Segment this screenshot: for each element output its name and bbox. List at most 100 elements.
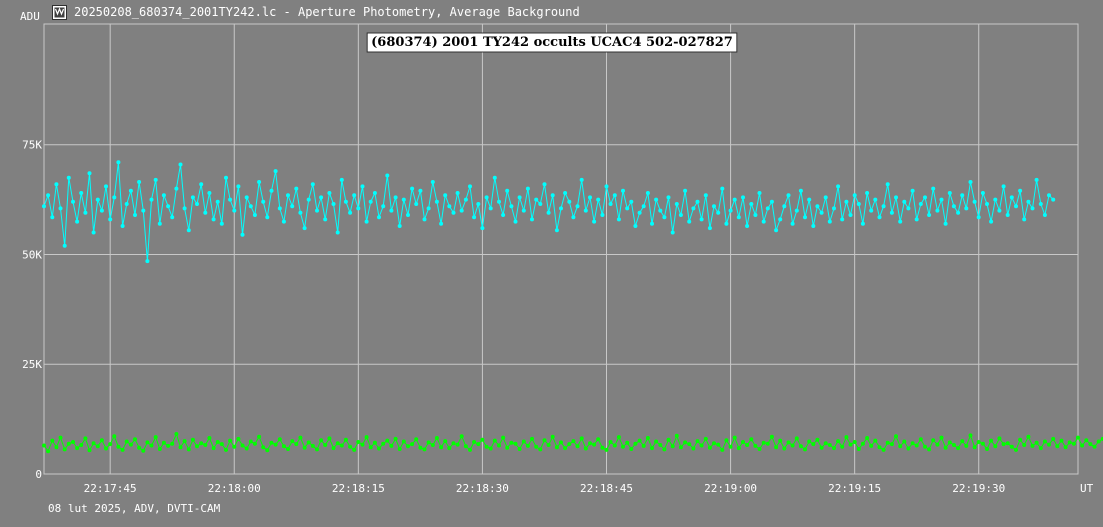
target-data-point xyxy=(811,224,816,228)
comparison-data-point xyxy=(616,435,621,440)
comparison-data-point xyxy=(931,438,936,443)
target-data-point xyxy=(588,195,592,200)
x-tick-label: 22:19:00 xyxy=(704,482,757,495)
target-data-point xyxy=(99,208,104,213)
target-data-point xyxy=(964,206,969,211)
target-data-point xyxy=(306,197,311,202)
comparison-data-point xyxy=(1092,444,1097,449)
comparison-data-point xyxy=(393,436,398,441)
target-data-point xyxy=(761,219,766,224)
comparison-data-point xyxy=(534,444,539,449)
comparison-data-point xyxy=(397,447,402,451)
target-data-point xyxy=(505,188,510,193)
target-data-point xyxy=(852,193,857,198)
series-target xyxy=(42,160,1056,264)
y-tick-label: 75K xyxy=(22,139,42,152)
target-data-point xyxy=(860,221,865,226)
target-data-point xyxy=(525,186,530,191)
comparison-data-point xyxy=(836,439,841,444)
target-data-point xyxy=(178,162,183,167)
target-data-point xyxy=(645,191,650,195)
target-data-point xyxy=(79,191,84,195)
comparison-data-point xyxy=(827,443,832,447)
comparison-data-point xyxy=(1009,444,1014,449)
target-data-point xyxy=(219,221,224,226)
target-data-point xyxy=(881,204,886,209)
comparison-data-point xyxy=(1071,441,1076,446)
target-data-point xyxy=(534,197,539,202)
comparison-data-point xyxy=(869,443,874,448)
target-data-point xyxy=(46,193,51,198)
window-titlebar: 20250208_680374_2001TY242.lc - Aperture … xyxy=(52,3,580,21)
comparison-data-point xyxy=(889,442,894,447)
target-data-point xyxy=(683,188,688,193)
comparison-data-point xyxy=(662,447,667,452)
comparison-data-point xyxy=(728,444,733,449)
target-data-point xyxy=(1022,217,1027,222)
comparison-data-point xyxy=(153,435,158,440)
target-data-point xyxy=(716,210,721,215)
comparison-data-point xyxy=(964,443,969,448)
comparison-data-point xyxy=(447,446,452,451)
comparison-data-point xyxy=(745,443,750,447)
comparison-data-point xyxy=(66,441,71,446)
comparison-data-point xyxy=(894,434,898,439)
comparison-data-point xyxy=(418,445,423,450)
comparison-data-point xyxy=(133,437,137,442)
target-data-point xyxy=(579,177,584,182)
comparison-data-point xyxy=(923,444,927,449)
target-data-point xyxy=(393,195,398,200)
target-data-point xyxy=(923,195,927,200)
x-tick-label: 22:19:15 xyxy=(828,482,881,495)
target-data-point xyxy=(530,217,534,222)
comparison-data-point xyxy=(960,439,965,444)
comparison-data-point xyxy=(997,436,1002,441)
comparison-data-point xyxy=(550,434,555,439)
comparison-data-point xyxy=(832,446,836,451)
comparison-data-point xyxy=(426,440,431,445)
comparison-data-point xyxy=(137,445,142,450)
target-data-point xyxy=(455,191,460,195)
comparison-data-point xyxy=(513,441,518,446)
target-data-point xyxy=(885,182,890,187)
target-data-point xyxy=(190,195,195,200)
target-data-point xyxy=(252,213,257,217)
target-data-point xyxy=(782,204,787,209)
target-data-point xyxy=(662,215,667,220)
target-data-point xyxy=(128,188,133,193)
target-data-point xyxy=(327,191,332,195)
target-data-point xyxy=(637,210,642,215)
target-data-point xyxy=(277,206,282,211)
target-data-point xyxy=(604,184,609,189)
target-data-point xyxy=(513,219,518,224)
target-data-point xyxy=(430,180,435,184)
comparison-data-point xyxy=(844,435,849,440)
comparison-data-point xyxy=(356,440,361,444)
target-data-point xyxy=(104,184,108,189)
target-data-point xyxy=(497,199,501,204)
comparison-data-point xyxy=(455,442,460,447)
comparison-data-point xyxy=(980,441,985,446)
target-data-point xyxy=(844,199,849,204)
comparison-data-point xyxy=(434,436,439,440)
target-data-point xyxy=(757,191,762,195)
target-data-point xyxy=(87,171,92,176)
comparison-data-point xyxy=(608,440,613,444)
target-data-point xyxy=(898,219,903,224)
comparison-data-point xyxy=(600,445,605,450)
target-data-point xyxy=(265,215,270,220)
comparison-data-point xyxy=(484,444,489,449)
comparison-data-point xyxy=(228,438,233,443)
target-data-point xyxy=(509,204,514,209)
target-data-point xyxy=(592,219,597,224)
target-data-point xyxy=(819,210,824,215)
target-data-point xyxy=(931,186,936,191)
comparison-data-point xyxy=(79,443,84,447)
target-data-point xyxy=(550,193,555,198)
comparison-data-point xyxy=(976,440,981,444)
target-data-point xyxy=(137,180,142,184)
comparison-data-point xyxy=(703,436,708,441)
comparison-data-point xyxy=(410,442,415,447)
target-data-point xyxy=(732,197,737,202)
target-data-point xyxy=(621,188,625,193)
